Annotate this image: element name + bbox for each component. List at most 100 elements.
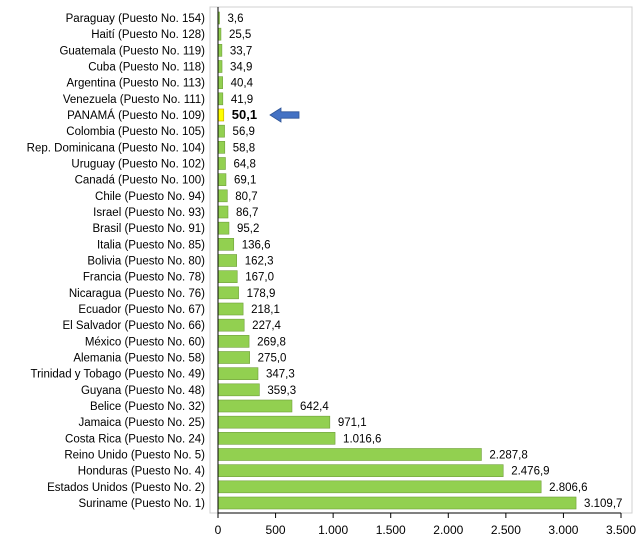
x-tick-label: 3.500 — [606, 523, 636, 537]
bar — [217, 189, 228, 203]
x-axis: 0 500 1.000 1.500 2.000 2.500 3.000 3.500 — [215, 7, 636, 537]
bar — [217, 157, 226, 170]
value-label: 1.016,6 — [343, 433, 381, 445]
value-label: 95,2 — [237, 223, 259, 235]
bar — [217, 238, 235, 251]
value-label: 86,7 — [236, 207, 258, 219]
value-label: 25,5 — [229, 29, 251, 41]
value-label: 347,3 — [266, 369, 295, 381]
value-label: 269,8 — [257, 336, 286, 348]
bar — [217, 286, 239, 300]
category-label: Argentina (Puesto No. 113) — [66, 78, 205, 90]
value-label: 218,1 — [251, 304, 280, 316]
category-label: Francia (Puesto No. 78) — [83, 272, 205, 284]
value-label: 58,8 — [233, 142, 255, 154]
category-label: PANAMÁ (Puesto No. 109) — [67, 109, 205, 122]
category-label: Rep. Dominicana (Puesto No. 104) — [27, 142, 206, 154]
category-label: Costa Rica (Puesto No. 24) — [65, 433, 205, 445]
value-label: 178,9 — [247, 288, 276, 300]
bar — [217, 399, 293, 413]
value-label: 227,4 — [252, 320, 281, 332]
bar — [217, 318, 245, 332]
value-label: 40,4 — [231, 78, 254, 90]
value-label: 64,8 — [233, 159, 255, 171]
bar — [217, 496, 577, 510]
annotation-group — [269, 107, 300, 123]
category-label: Reino Unido (Puesto No. 5) — [64, 450, 205, 462]
bar — [217, 108, 225, 122]
category-label: El Salvador (Puesto No. 66) — [62, 320, 205, 332]
value-label: 3.109,7 — [584, 498, 622, 510]
bar — [217, 383, 260, 397]
category-label: Jamaica (Puesto No. 25) — [78, 417, 205, 429]
category-label: Bolivia (Puesto No. 80) — [87, 256, 205, 268]
value-label: 136,6 — [242, 239, 271, 251]
category-label: Belice (Puesto No. 32) — [90, 401, 205, 413]
x-tick-label: 500 — [266, 523, 286, 537]
value-label: 359,3 — [267, 385, 296, 397]
bar — [217, 141, 226, 154]
bar — [217, 351, 250, 364]
category-label: Nicaragua (Puesto No. 76) — [69, 288, 205, 300]
bar — [217, 367, 259, 380]
bar — [217, 205, 229, 219]
category-label: Colombia (Puesto No. 105) — [66, 126, 205, 138]
value-label: 33,7 — [230, 45, 252, 57]
value-label: 80,7 — [235, 191, 257, 203]
bar — [217, 432, 336, 445]
x-tick-label: 0 — [215, 523, 222, 537]
bar — [217, 448, 482, 461]
value-label: 69,1 — [234, 175, 256, 187]
value-label: 275,0 — [258, 353, 287, 365]
bar — [217, 415, 331, 429]
value-label: 167,0 — [245, 272, 274, 284]
value-label: 34,9 — [230, 62, 252, 74]
value-label: 162,3 — [245, 256, 274, 268]
value-labels-group: 3,6 25,5 33,7 34,9 40,4 41,950,1 56,9 58,8 64,8 6… — [228, 13, 623, 510]
x-tick-label: 2.500 — [491, 523, 521, 537]
bar — [217, 254, 237, 267]
category-label: Israel (Puesto No. 93) — [93, 207, 205, 219]
bar — [217, 44, 223, 57]
value-label: 2.476,9 — [511, 466, 549, 478]
bar — [217, 480, 542, 494]
bar — [217, 92, 224, 106]
bar — [217, 335, 250, 348]
left-arrow-icon — [269, 107, 300, 123]
x-tick-label: 3.000 — [548, 523, 578, 537]
value-label: 2.806,6 — [549, 482, 587, 494]
bar — [217, 76, 223, 89]
category-label: Cuba (Puesto No. 118) — [88, 62, 205, 74]
bar — [217, 173, 227, 186]
category-label: Estados Unidos (Puesto No. 2) — [47, 482, 205, 494]
value-label: 2.287,8 — [489, 450, 527, 462]
category-label: Guyana (Puesto No. 48) — [81, 385, 205, 397]
category-label: Venezuela (Puesto No. 111) — [63, 94, 205, 106]
value-label: 3,6 — [228, 13, 244, 25]
bar — [217, 270, 238, 283]
category-label: Alemania (Puesto No. 58) — [73, 353, 205, 365]
bar — [217, 60, 223, 73]
category-label: Ecuador (Puesto No. 67) — [78, 304, 205, 316]
category-label: Paraguay (Puesto No. 154) — [66, 13, 206, 25]
bar — [217, 464, 504, 477]
value-label: 642,4 — [300, 401, 329, 413]
category-label: Canadá (Puesto No. 100) — [75, 175, 206, 187]
value-label: 41,9 — [231, 94, 253, 106]
bar — [217, 221, 230, 235]
category-label: Brasil (Puesto No. 91) — [93, 223, 206, 235]
value-label: 56,9 — [233, 126, 255, 138]
category-label: Uruguay (Puesto No. 102) — [71, 159, 205, 171]
x-tick-label: 1.000 — [318, 523, 348, 537]
category-label: Honduras (Puesto No. 4) — [78, 466, 205, 478]
value-label: 50,1 — [232, 107, 257, 122]
x-tick-label: 2.000 — [433, 523, 463, 537]
category-label: Chile (Puesto No. 94) — [95, 191, 205, 203]
bar — [217, 124, 225, 138]
category-label: Trinidad y Tobago (Puesto No. 49) — [30, 369, 205, 381]
category-label: Haití (Puesto No. 128) — [91, 29, 205, 41]
value-label: 971,1 — [338, 417, 367, 429]
bar — [217, 302, 244, 316]
category-label: Italia (Puesto No. 85) — [97, 239, 205, 251]
